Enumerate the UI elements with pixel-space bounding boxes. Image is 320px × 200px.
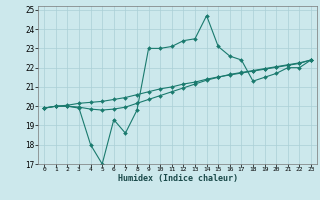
X-axis label: Humidex (Indice chaleur): Humidex (Indice chaleur) xyxy=(118,174,238,183)
